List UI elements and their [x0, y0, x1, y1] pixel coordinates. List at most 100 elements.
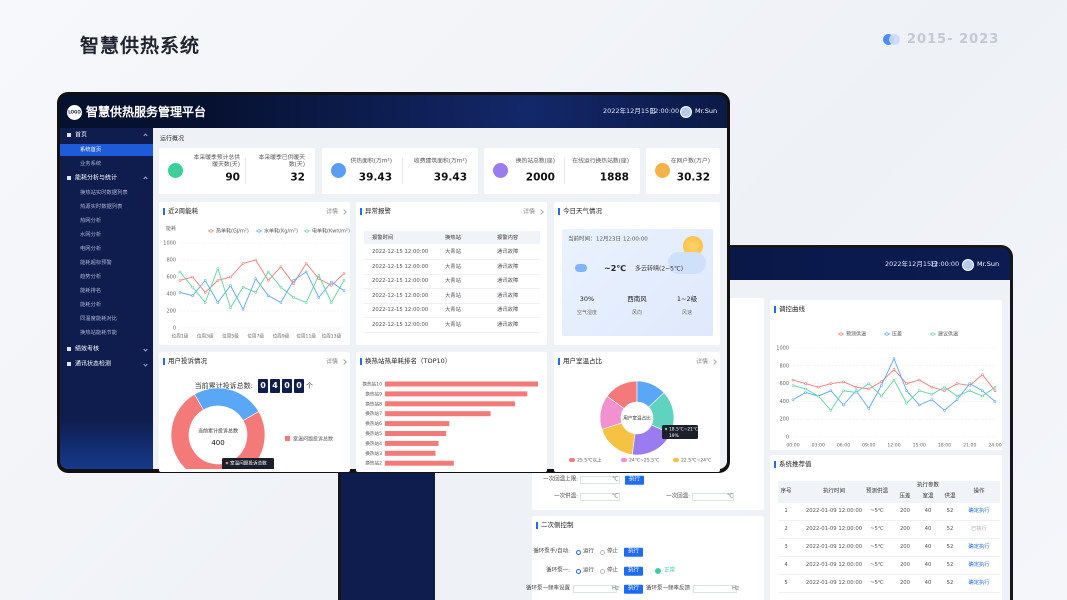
more-link[interactable]: 详情 [325, 358, 338, 366]
table-cell: 大青站 [445, 321, 461, 328]
table-cell: 大青站 [445, 306, 461, 313]
menu-group[interactable]: 通讯状态检测 [75, 360, 112, 368]
menu-item[interactable]: 热源实时数据列表 [80, 203, 123, 210]
panel-title: 今日天气情况 [563, 207, 602, 216]
form-unit: Hz [612, 585, 620, 592]
operation-link[interactable]: 确定执行 [968, 543, 990, 550]
table-cell: 4 [784, 561, 788, 568]
input-box[interactable] [580, 476, 620, 484]
year-icon [883, 34, 894, 45]
table-cell: ~5℃ [870, 543, 884, 550]
menu-item[interactable]: 水网分析 [80, 231, 102, 238]
table-header [778, 481, 1000, 503]
column-header: 预测供温 [865, 488, 889, 495]
panel [554, 352, 720, 472]
panel [770, 455, 1002, 600]
execute-button[interactable]: 执行 [625, 475, 645, 485]
table-cell: 2022-12-15 12:00:00 [372, 248, 429, 255]
operation-link[interactable]: 确定执行 [968, 579, 990, 586]
table-cell: 2022-01-09 12:00:00 [805, 543, 863, 550]
row-divider [364, 302, 540, 304]
stat-label: 收费建筑面积(万m²) [413, 158, 467, 165]
menu-item[interactable]: 换热站能耗节能 [80, 329, 118, 336]
menu-group[interactable]: 首页 [75, 131, 88, 139]
table-cell: 5 [784, 579, 788, 586]
menu-icon [67, 347, 71, 351]
panel-marker [774, 306, 776, 313]
menu-item[interactable]: 电网分析 [80, 245, 102, 252]
form-unit: ℃ [612, 476, 619, 483]
menu-item[interactable]: 系统首页 [80, 146, 102, 153]
stat-icon [168, 163, 183, 178]
menu-item[interactable]: 能耗排名 [80, 287, 102, 294]
stat-divider [244, 158, 246, 184]
menu-item[interactable]: 换热站实时数据列表 [80, 189, 128, 196]
status-icon [655, 568, 661, 574]
table-cell: 40 [924, 543, 932, 550]
input-box[interactable] [573, 585, 617, 593]
header-time: 12:00:00 [650, 107, 680, 116]
table-cell: 通讯故障 [497, 292, 519, 299]
table-cell: 3 [784, 543, 788, 550]
stat-label: 换热站总数(座) [515, 158, 555, 165]
input-box[interactable] [693, 585, 737, 593]
stat-value: 1888 [599, 171, 629, 184]
operation-link[interactable]: 确定执行 [968, 561, 990, 568]
panel-marker [360, 208, 362, 215]
column-header: 报警时间 [372, 234, 394, 241]
panel-title: 二次侧控制 [541, 521, 574, 530]
table-cell: 52 [946, 525, 954, 532]
main-sidebar [60, 128, 153, 469]
temperature: ~2℃ [604, 264, 626, 274]
input-box[interactable] [580, 493, 620, 501]
small-cloud-icon [575, 264, 587, 272]
form-unit: ℃ [612, 493, 619, 500]
table-cell: 2022-12-15 12:00:00 [372, 321, 429, 328]
main-header [60, 95, 727, 128]
row-divider [364, 273, 540, 275]
table-cell: 通讯故障 [497, 248, 519, 255]
panel-title: 用户室温占比 [563, 357, 602, 366]
form-label: 一次回温: [666, 493, 690, 500]
row-divider [364, 259, 540, 260]
operation-link[interactable]: 已执行 [971, 525, 987, 532]
radio[interactable] [600, 568, 605, 574]
menu-item[interactable]: 热网分析 [80, 217, 102, 224]
execute-button[interactable]: 执行 [624, 566, 644, 576]
more-link[interactable]: 详情 [325, 208, 338, 216]
more-link[interactable]: 详情 [522, 208, 535, 216]
table-cell: 通讯故障 [497, 277, 519, 284]
header-time: 12:00:00 [930, 260, 960, 269]
menu-group[interactable]: 能耗分析与统计 [75, 174, 118, 182]
menu-item[interactable]: 趋势分析 [80, 273, 102, 280]
table-cell: 2 [784, 525, 788, 532]
radio[interactable] [576, 549, 581, 555]
radio[interactable] [576, 568, 581, 574]
menu-group[interactable]: 绩效考核 [75, 345, 100, 353]
operation-link[interactable]: 确定执行 [968, 507, 990, 514]
weather-time: 12:00:00 [623, 236, 648, 243]
table-cell: 2022-01-09 12:00:00 [805, 561, 863, 568]
logo-badge [67, 105, 82, 120]
table-cell: 大青站 [445, 292, 461, 299]
weather-date: 12月23日 [596, 236, 621, 243]
stat-card [484, 148, 640, 194]
stat-icon [655, 163, 670, 178]
execute-button[interactable]: 执行 [624, 547, 644, 557]
panel-marker [163, 358, 165, 365]
input-box[interactable] [692, 493, 734, 501]
radio[interactable] [600, 549, 605, 555]
execute-button[interactable]: 执行 [624, 584, 644, 594]
menu-item[interactable]: 能耗分析 [80, 301, 102, 308]
more-link[interactable]: 详情 [695, 358, 708, 366]
table-cell: 40 [924, 579, 932, 586]
sun-icon [683, 236, 703, 256]
menu-item[interactable]: 能耗超标预警 [80, 259, 112, 266]
menu-item[interactable]: 业务系统 [80, 160, 102, 167]
stat-icon [493, 163, 508, 178]
table-cell: 2022-01-09 12:00:00 [805, 507, 863, 514]
menu-item[interactable]: 同温度能耗对比 [80, 315, 118, 322]
complaint-total-label: 当前累计投诉总数: [194, 381, 253, 390]
panel-title: 近2周能耗 [168, 207, 199, 216]
